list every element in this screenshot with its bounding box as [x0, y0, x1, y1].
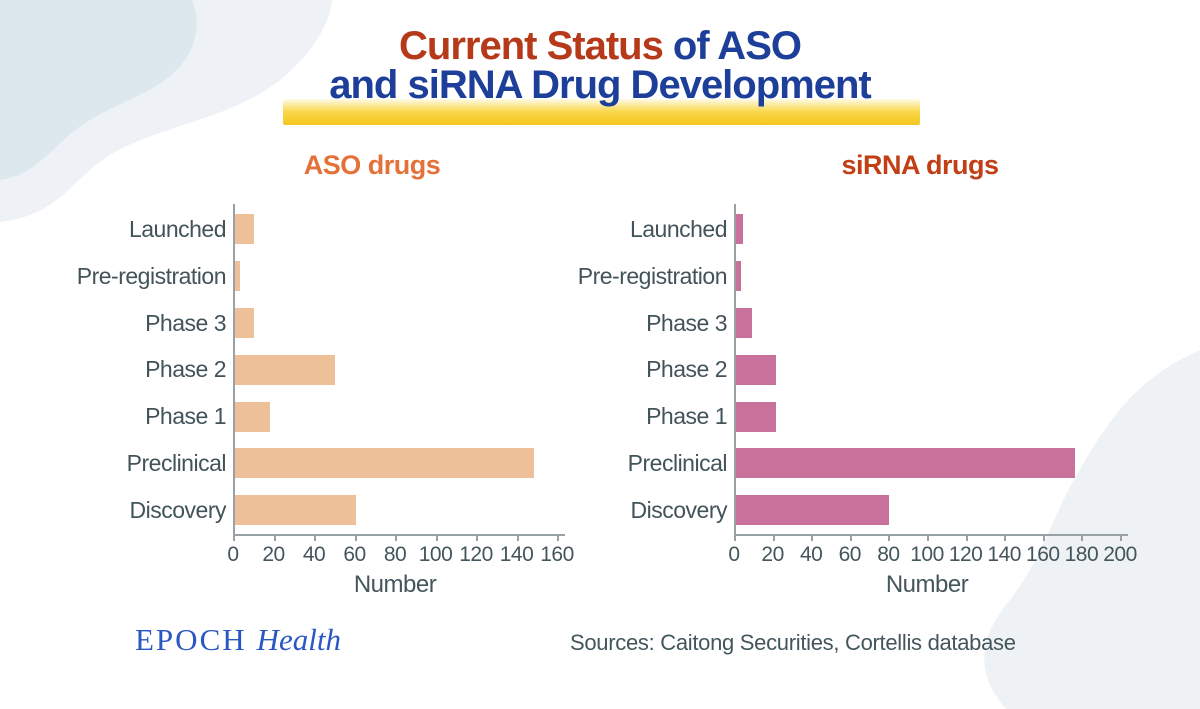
sirna-chart: siRNA drugs Launched Pre-registration Phase…: [571, 150, 1170, 604]
bar: [234, 261, 241, 292]
category-label: Phase 1: [145, 403, 226, 430]
axis-tick: [314, 533, 316, 541]
tick-label: 100: [910, 542, 944, 566]
axis-tick: [1120, 533, 1122, 541]
axis-tick: [1081, 533, 1084, 541]
category-label: Phase 3: [145, 309, 226, 336]
tick-label: 0: [227, 542, 239, 566]
axis-title: Number: [885, 570, 969, 598]
tick-label: 0: [728, 542, 740, 566]
axis-tick: [849, 533, 852, 541]
bar: [234, 401, 271, 432]
y-axis: [233, 204, 235, 536]
tick-label: 140: [499, 542, 534, 566]
tick-label: 80: [383, 542, 407, 566]
tick-label: 120: [459, 542, 493, 566]
page-title: Current Status of ASO and siRNA Drug Dev…: [0, 24, 1200, 107]
title-highlight: [283, 99, 920, 125]
tick-label: 120: [948, 542, 983, 566]
axis-tick: [888, 533, 891, 541]
bar: [234, 448, 534, 479]
x-axis: [233, 533, 565, 536]
bar: [735, 214, 743, 245]
category-label: Discovery: [630, 496, 728, 523]
tick-label: 140: [987, 542, 1021, 566]
chart-title: siRNA drugs: [841, 150, 999, 180]
category-label: Discovery: [129, 496, 227, 523]
axis-tick: [476, 533, 478, 541]
bar: [735, 308, 753, 338]
category-label: Phase 1: [646, 403, 727, 430]
chart-title: ASO drugs: [303, 150, 441, 180]
tick-label: 180: [1064, 542, 1099, 566]
axis-tick: [354, 533, 357, 541]
bar: [234, 495, 356, 526]
bar: [735, 401, 776, 432]
bar: [735, 448, 1075, 479]
category-label: Phase 3: [646, 309, 727, 336]
bar: [234, 308, 255, 338]
axis-tick: [1042, 533, 1045, 541]
category-label: Pre-registration: [577, 262, 728, 289]
category-label: Pre-registration: [76, 262, 227, 289]
page-title-line2: and siRNA Drug Development: [329, 63, 871, 107]
axis-tick: [734, 533, 736, 541]
tick-label: 20: [761, 542, 784, 566]
axis-title: Number: [353, 570, 437, 598]
tick-label: 160: [540, 542, 574, 566]
tick-label: 200: [1103, 542, 1137, 566]
brand-logo: EPOCH Health: [135, 622, 341, 658]
axis-tick: [233, 533, 235, 541]
brand-health-text: Health: [256, 622, 342, 657]
category-label: Launched: [629, 216, 728, 242]
tick-label: 160: [1026, 542, 1060, 566]
category-label: Launched: [128, 216, 227, 242]
x-axis: [734, 533, 1128, 536]
axis-tick: [927, 533, 929, 541]
axis-tick: [435, 533, 438, 541]
bar: [234, 354, 336, 385]
category-label: Preclinical: [627, 450, 728, 476]
tick-label: 60: [838, 542, 862, 566]
page-title-navy-part: of ASO: [662, 24, 802, 68]
category-label: Phase 2: [145, 356, 226, 383]
axis-tick: [965, 533, 968, 541]
y-axis: [734, 204, 736, 536]
bg-blob-bottom-right: [984, 350, 1200, 709]
axis-tick: [273, 533, 276, 541]
axis-tick: [395, 533, 397, 541]
bar: [735, 495, 890, 526]
axis-tick: [1004, 533, 1007, 541]
category-label: Preclinical: [126, 450, 227, 476]
sources-note: Sources: Caitong Securities, Cortellis d…: [570, 630, 1016, 655]
aso-chart: ASO drugs Launched Pre-registration Phase 3…: [70, 150, 607, 604]
bar: [735, 354, 776, 385]
bar: [234, 214, 255, 245]
brand-epoch-text: EPOCH: [135, 622, 247, 657]
tick-label: 80: [877, 542, 900, 566]
bar: [735, 261, 741, 292]
tick-label: 40: [302, 542, 326, 566]
tick-label: 40: [800, 542, 823, 566]
axis-tick: [516, 533, 519, 541]
tick-label: 20: [262, 542, 285, 566]
category-label: Phase 2: [646, 356, 727, 383]
tick-label: 100: [418, 542, 453, 566]
page-title-red-part: Current Status: [399, 24, 664, 68]
axis-tick: [811, 533, 814, 541]
axis-tick: [557, 533, 559, 541]
bg-blob-top-left-inner: [0, 0, 197, 180]
axis-tick: [772, 533, 775, 541]
tick-label: 60: [343, 542, 366, 566]
